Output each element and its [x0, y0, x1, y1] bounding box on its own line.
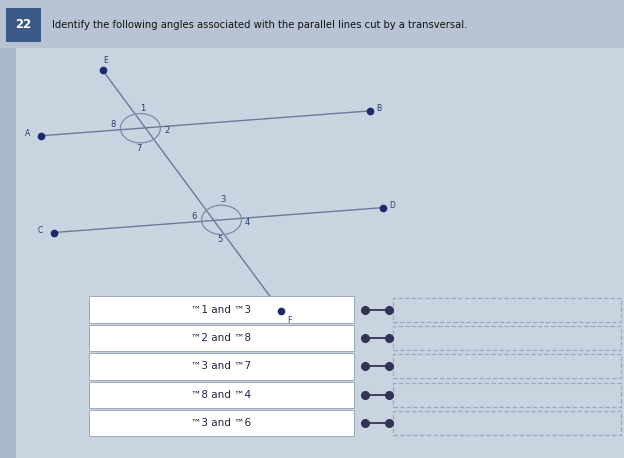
Text: ™1 and ™3: ™1 and ™3 — [192, 305, 251, 315]
FancyBboxPatch shape — [6, 8, 41, 42]
FancyBboxPatch shape — [89, 382, 354, 408]
FancyBboxPatch shape — [0, 48, 624, 458]
Text: Identify the following angles associated with the parallel lines cut by a transv: Identify the following angles associated… — [52, 20, 467, 30]
Text: ™3 and ™6: ™3 and ™6 — [192, 418, 251, 428]
FancyBboxPatch shape — [89, 296, 354, 323]
FancyBboxPatch shape — [89, 353, 354, 380]
Text: 1: 1 — [140, 104, 145, 113]
Text: 5: 5 — [218, 235, 223, 245]
FancyBboxPatch shape — [89, 410, 354, 436]
Text: 8: 8 — [110, 120, 115, 129]
FancyBboxPatch shape — [0, 48, 16, 458]
Text: A: A — [24, 129, 30, 138]
Text: D: D — [389, 201, 395, 210]
Text: ™8 and ™4: ™8 and ™4 — [192, 390, 251, 400]
Text: 6: 6 — [192, 212, 197, 221]
Text: 3: 3 — [221, 195, 226, 204]
Text: 7: 7 — [137, 144, 142, 153]
Text: C: C — [37, 226, 42, 235]
Text: ™2 and ™8: ™2 and ™8 — [192, 333, 251, 343]
Text: 4: 4 — [245, 218, 250, 227]
Text: 2: 2 — [164, 126, 169, 135]
Text: E: E — [104, 56, 108, 65]
FancyBboxPatch shape — [89, 325, 354, 351]
FancyBboxPatch shape — [0, 0, 624, 48]
Text: F: F — [287, 316, 291, 325]
Text: 22: 22 — [15, 18, 32, 31]
Text: B: B — [376, 104, 381, 113]
Text: ™3 and ™7: ™3 and ™7 — [192, 361, 251, 371]
